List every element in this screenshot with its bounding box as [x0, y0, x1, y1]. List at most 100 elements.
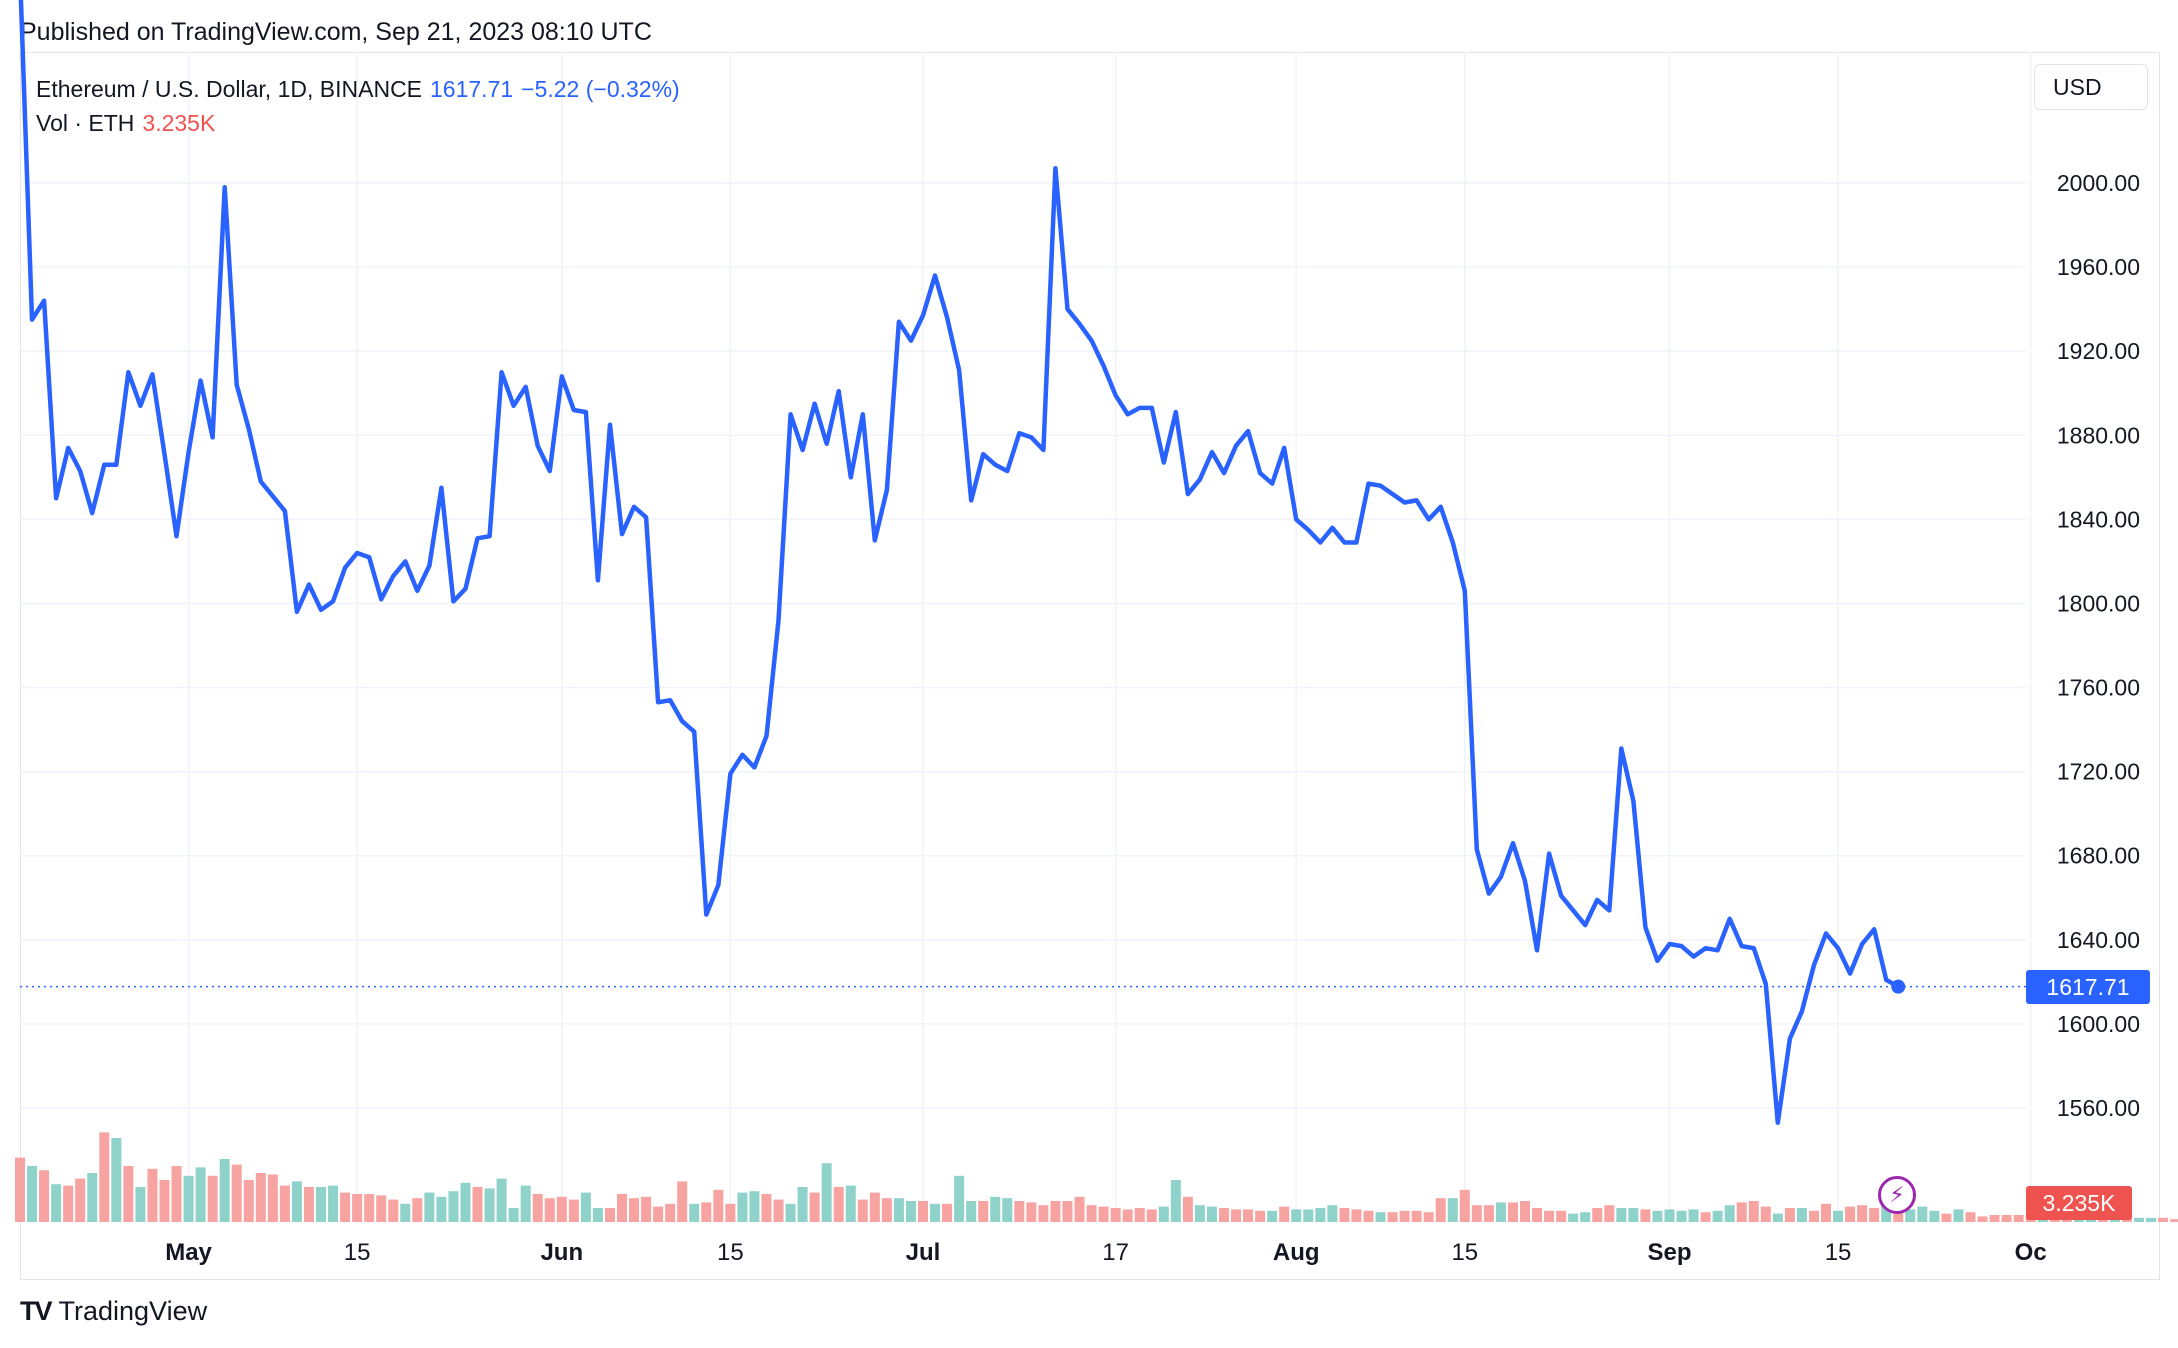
y-tick-label: 1640.00	[2057, 927, 2140, 953]
volume-bar	[75, 1178, 86, 1222]
volume-bar	[1134, 1208, 1145, 1222]
volume-bar	[1219, 1208, 1229, 1222]
volume-bar	[869, 1192, 880, 1222]
volume-bar	[725, 1203, 736, 1222]
price-change: −5.22 (−0.32%)	[521, 76, 680, 102]
volume-bar	[183, 1175, 194, 1222]
symbol-legend: Ethereum / U.S. Dollar, 1D, BINANCE 1617.…	[36, 76, 680, 103]
volume-bar	[1303, 1209, 1314, 1222]
volume-bar	[1411, 1210, 1422, 1222]
volume-bar	[1532, 1208, 1543, 1222]
volume-bar	[1447, 1198, 1458, 1222]
volume-bar	[316, 1187, 326, 1222]
volume-bar	[1435, 1198, 1446, 1222]
volume-bar	[1098, 1206, 1109, 1222]
volume-bar	[1568, 1213, 1579, 1222]
volume-bar	[1592, 1208, 1603, 1222]
volume-legend: Vol · ETH 3.235K	[36, 110, 215, 137]
currency-button[interactable]: USD	[2034, 64, 2148, 110]
volume-bar	[785, 1203, 796, 1222]
volume-bar	[1507, 1202, 1518, 1222]
volume-bar	[460, 1182, 471, 1222]
volume-bar	[2001, 1215, 2012, 1222]
volume-bar	[905, 1201, 916, 1222]
published-line: Published on TradingView.com, Sep 21, 20…	[20, 18, 652, 46]
tradingview-logo-icon: TV	[20, 1296, 52, 1326]
volume-bar	[978, 1201, 989, 1222]
volume-bar	[267, 1174, 278, 1222]
volume-bar	[1628, 1208, 1639, 1222]
volume-bar	[2158, 1217, 2169, 1222]
last-price-tag: 1617.71	[2026, 970, 2150, 1004]
volume-bar	[135, 1187, 146, 1222]
volume-bar	[508, 1208, 519, 1222]
volume-bar	[821, 1163, 832, 1222]
volume-bar	[1544, 1210, 1555, 1222]
volume-bar	[1206, 1206, 1217, 1222]
volume-bar	[629, 1198, 640, 1222]
volume-bar	[1170, 1180, 1181, 1222]
volume-bar	[1640, 1209, 1651, 1222]
x-tick-label: Oc	[2015, 1239, 2047, 1266]
volume-bar	[1086, 1205, 1097, 1222]
volume-bar	[1231, 1209, 1242, 1222]
volume-tag: 3.235K	[2026, 1186, 2132, 1220]
volume-bar	[1712, 1210, 1723, 1222]
volume-bar	[749, 1191, 760, 1222]
volume-bar	[1495, 1202, 1506, 1222]
volume-bar	[388, 1199, 399, 1222]
volume-bar	[1808, 1210, 1819, 1222]
price-series	[18, 0, 2026, 1125]
x-tick-label: 15	[717, 1239, 744, 1266]
volume-bar	[303, 1187, 314, 1222]
volume-bar	[436, 1196, 447, 1222]
volume-bar	[123, 1166, 134, 1222]
volume-bar	[1869, 1208, 1880, 1222]
volume-bar	[1399, 1210, 1410, 1222]
x-tick-label: 17	[1102, 1239, 1129, 1266]
volume-title[interactable]: Vol · ETH	[36, 110, 135, 136]
grid-lines	[20, 52, 2032, 1222]
volume-bar	[845, 1185, 856, 1222]
volume-bar	[942, 1203, 953, 1222]
volume-bar	[1664, 1209, 1675, 1222]
volume-bar	[857, 1199, 868, 1222]
symbol-title[interactable]: Ethereum / U.S. Dollar, 1D, BINANCE	[36, 76, 423, 102]
volume-bar	[1784, 1208, 1795, 1222]
chart-frame	[20, 52, 2160, 1280]
volume-bar	[1110, 1208, 1121, 1222]
volume-bar	[737, 1192, 748, 1222]
volume-bar	[665, 1203, 676, 1222]
volume-bar	[1194, 1205, 1205, 1222]
x-tick-label: Aug	[1273, 1239, 1320, 1266]
x-tick-label: Jun	[540, 1239, 583, 1266]
volume-bar	[797, 1187, 808, 1222]
volume-bar	[809, 1192, 820, 1222]
y-tick-label: 1680.00	[2057, 843, 2140, 869]
volume-bar	[219, 1159, 230, 1222]
x-tick-label: Jul	[906, 1239, 941, 1266]
volume-bar	[1483, 1205, 1494, 1222]
volume-bar	[761, 1194, 772, 1222]
volume-bar	[255, 1173, 266, 1222]
volume-bar	[400, 1203, 411, 1222]
volume-bar	[279, 1185, 290, 1222]
volume-bar	[653, 1206, 664, 1222]
volume-bar	[1375, 1212, 1386, 1222]
volume-bar	[1315, 1208, 1326, 1222]
volume-bar	[1989, 1215, 2000, 1222]
volume-bar	[195, 1167, 206, 1222]
y-tick-label: 1560.00	[2057, 1095, 2140, 1121]
volume-bar	[1580, 1212, 1591, 1222]
volume-bar	[556, 1196, 567, 1222]
volume-bar	[1291, 1209, 1302, 1222]
volume-bar	[1423, 1212, 1434, 1222]
x-tick-label: May	[165, 1239, 212, 1266]
volume-bar	[1821, 1203, 1831, 1222]
volume-bar	[568, 1199, 579, 1222]
volume-bar	[1158, 1206, 1169, 1222]
last-price-dot	[1891, 979, 1906, 994]
y-tick-label: 1800.00	[2057, 590, 2140, 616]
lightning-icon[interactable]: ⚡	[1878, 1176, 1916, 1214]
